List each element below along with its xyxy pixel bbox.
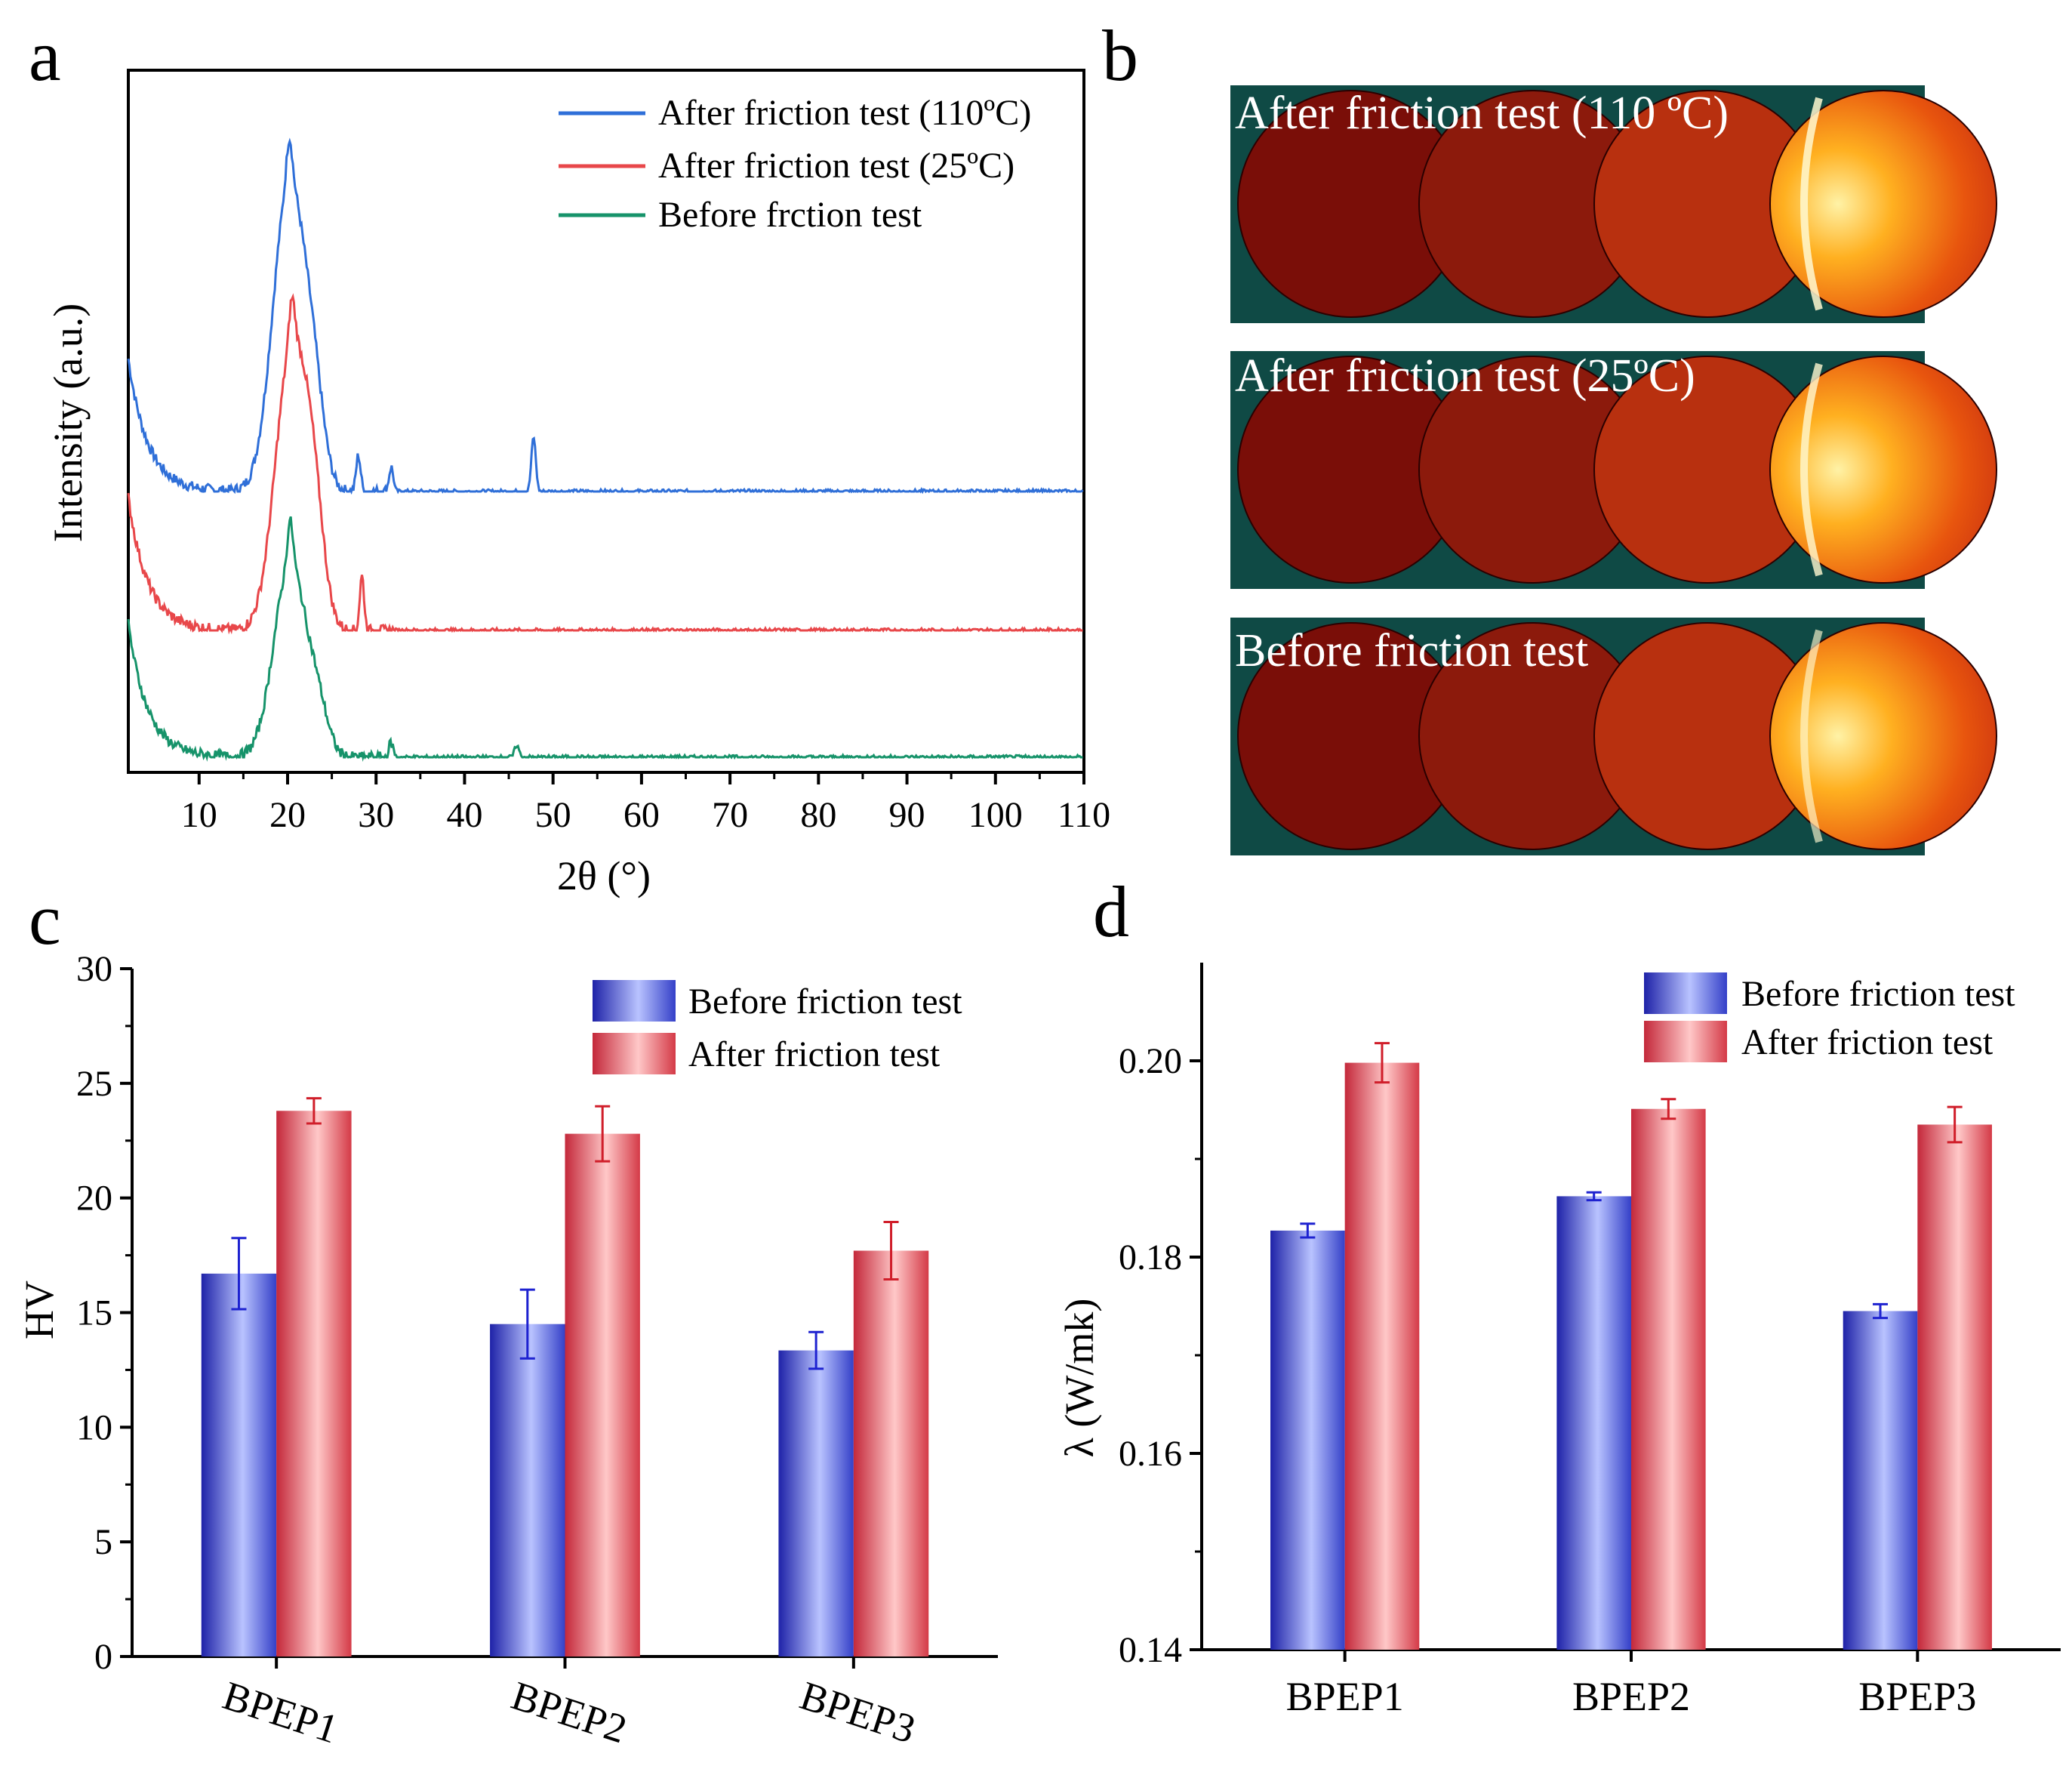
y-tick-label: 0.20 bbox=[1119, 1041, 1182, 1081]
x-axis-title: 2θ (°) bbox=[557, 853, 651, 898]
strip-label: After friction test (110 ºC) bbox=[1235, 88, 1729, 139]
x-category-label: BPEP1 bbox=[1286, 1674, 1404, 1719]
y-tick-label: 0.18 bbox=[1119, 1237, 1182, 1277]
legend-label-before: Before frction test bbox=[658, 195, 922, 235]
bar-before bbox=[201, 1273, 277, 1657]
panel-a-xrd-chart: 10 20 30 40 50 60 70 80 90 100 110 2θ (°) Intensit… bbox=[45, 69, 1110, 898]
bar-after bbox=[276, 1111, 352, 1657]
diffraction-ring bbox=[1800, 362, 1823, 577]
legend-swatch-before bbox=[1644, 972, 1727, 1014]
y-tick-label: 10 bbox=[76, 1407, 112, 1447]
legend-swatch-after bbox=[593, 1033, 676, 1074]
bar-before bbox=[490, 1324, 565, 1657]
diffraction-disc bbox=[1769, 90, 1997, 318]
x-tick-label: 60 bbox=[623, 795, 660, 835]
x-category-label: BPEP2 bbox=[506, 1672, 633, 1752]
legend-swatch-before bbox=[593, 980, 676, 1022]
legend-label-110: After friction test (110ºC) bbox=[658, 93, 1031, 133]
bar-before bbox=[1270, 1230, 1345, 1650]
bar-after bbox=[1631, 1108, 1706, 1650]
plot-frame bbox=[127, 69, 1085, 774]
y-tick-label: 25 bbox=[76, 1064, 112, 1104]
y-tick-label: 30 bbox=[76, 949, 112, 989]
bar-after bbox=[565, 1133, 640, 1657]
x-tick-label: 110 bbox=[1058, 795, 1110, 835]
panel-d-conductivity-chart: 0.14 0.16 0.18 0.20 BPEP1 BPEP2 BPEP3 λ (W/mk)… bbox=[1057, 963, 2061, 1719]
x-tick-label: 50 bbox=[535, 795, 571, 835]
x-tick-label: 40 bbox=[446, 795, 482, 835]
legend-label-before: Before friction test bbox=[688, 982, 962, 1022]
x-category-label: BPEP3 bbox=[1858, 1674, 1976, 1719]
y-tick-label: 0.16 bbox=[1119, 1434, 1182, 1474]
x-tick-label: 100 bbox=[968, 795, 1023, 835]
xrd-strip-25: After friction test (25ºC) bbox=[1230, 350, 1997, 589]
panel-letter-a: a bbox=[29, 15, 61, 96]
y-tick-label: 0 bbox=[94, 1637, 112, 1677]
y-tick-label: 0.14 bbox=[1119, 1630, 1182, 1670]
x-tick-label: 20 bbox=[269, 795, 306, 835]
legend: After friction test (110ºC) After fricti… bbox=[559, 93, 1031, 235]
bar-before bbox=[1556, 1196, 1631, 1650]
xrd-line-series-0 bbox=[127, 137, 1084, 495]
legend: Before friction test After friction test bbox=[593, 980, 962, 1074]
y-axis-title: HV bbox=[17, 1281, 62, 1339]
strip-label: Before friction test bbox=[1235, 625, 1588, 676]
y-axis-title: Intensity (a.u.) bbox=[45, 304, 91, 542]
panel-letter-d: d bbox=[1093, 871, 1129, 952]
x-tick-label: 80 bbox=[800, 795, 836, 835]
strip-label: After friction test (25ºC) bbox=[1235, 350, 1695, 402]
legend-label-before: Before friction test bbox=[1741, 974, 2015, 1014]
panel-c-hv-chart: 0 5 10 15 20 25 30 BPEP1 BPEP2 BPEP3 HV Before fr… bbox=[17, 949, 998, 1752]
legend-swatch-after bbox=[1644, 1021, 1727, 1062]
legend: Before friction test After friction test bbox=[1644, 972, 2015, 1062]
bar-before bbox=[1843, 1311, 1918, 1650]
xrd-line-series-1 bbox=[127, 293, 1083, 635]
panel-b-xrd-images: After friction test (110 ºC) After frict… bbox=[1230, 85, 1997, 855]
panel-letter-b: b bbox=[1102, 15, 1138, 96]
bar-before bbox=[778, 1350, 854, 1657]
x-tick-label: 30 bbox=[358, 795, 394, 835]
panel-letter-c: c bbox=[29, 879, 61, 960]
y-tick-label: 5 bbox=[94, 1522, 112, 1562]
y-axis-title: λ (W/mk) bbox=[1057, 1299, 1102, 1458]
legend-label-25: After friction test (25ºC) bbox=[658, 146, 1014, 186]
bar-after bbox=[853, 1250, 929, 1657]
x-category-label: BPEP2 bbox=[1572, 1674, 1690, 1719]
x-category-label: BPEP3 bbox=[795, 1672, 921, 1752]
legend-label-after: After friction test bbox=[1741, 1022, 1993, 1062]
x-category-label: BPEP1 bbox=[217, 1672, 343, 1752]
xrd-strip-before: Before friction test bbox=[1230, 618, 1997, 855]
diffraction-disc bbox=[1769, 356, 1997, 584]
diffraction-disc bbox=[1769, 622, 1997, 850]
legend-label-after: After friction test bbox=[688, 1034, 941, 1074]
y-tick-label: 20 bbox=[76, 1179, 112, 1219]
xrd-line-series-2 bbox=[127, 516, 1083, 762]
y-tick-label: 15 bbox=[76, 1293, 112, 1333]
xrd-strip-110: After friction test (110 ºC) bbox=[1230, 85, 1997, 323]
diffraction-ring bbox=[1800, 629, 1823, 843]
x-tick-label: 90 bbox=[889, 795, 925, 835]
diffraction-ring bbox=[1800, 97, 1823, 311]
bar-after bbox=[1917, 1124, 1992, 1650]
x-tick-label: 70 bbox=[712, 795, 748, 835]
bar-after bbox=[1344, 1062, 1420, 1650]
x-tick-label: 10 bbox=[181, 795, 217, 835]
